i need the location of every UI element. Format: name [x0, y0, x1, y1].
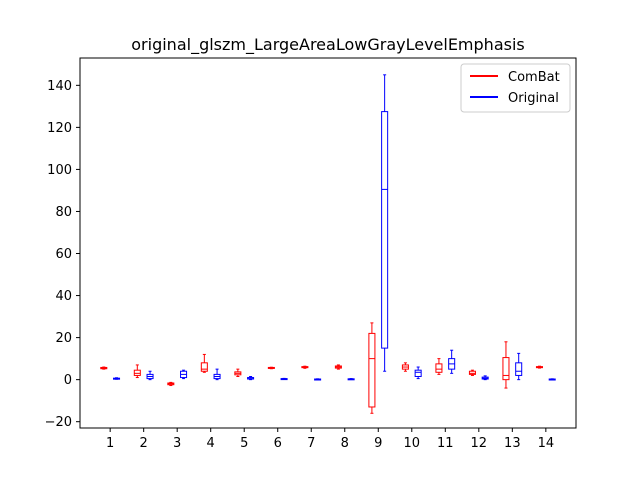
box-combat: [200, 353, 208, 373]
box-iqr: [368, 332, 376, 408]
box-combat: [267, 366, 275, 370]
box-original: [213, 368, 221, 381]
box-original: [247, 375, 255, 381]
box-combat: [401, 362, 409, 372]
box-combat: [468, 369, 476, 376]
box-original: [113, 377, 121, 380]
box-original: [146, 370, 154, 381]
x-axis: 1 2 3 4 5 6 7 8 9 10 11 12 13 14: [106, 428, 554, 451]
x-tick-label: 6: [274, 436, 282, 451]
box-original: [414, 366, 422, 380]
box-iqr: [435, 363, 443, 373]
x-tick-label: 8: [341, 436, 349, 451]
x-tick-label: 7: [307, 436, 315, 451]
box-iqr: [414, 369, 422, 377]
box-combat: [334, 364, 342, 370]
box-combat: [535, 365, 543, 369]
box-combat: [167, 381, 175, 387]
y-tick-label: 140: [47, 79, 72, 94]
y-tick-label: 100: [47, 163, 72, 178]
y-tick-label: 80: [55, 205, 72, 220]
y-tick-label: −20: [45, 415, 72, 430]
x-tick-label: 5: [240, 436, 248, 451]
box-combat: [234, 368, 242, 377]
chart-title: original_glszm_LargeAreaLowGrayLevelEmph…: [131, 35, 524, 55]
box-combat: [100, 366, 108, 370]
plot-area: [100, 74, 556, 414]
axes-frame: [79, 57, 577, 429]
box-original: [515, 352, 523, 381]
x-tick-label: 4: [207, 436, 215, 451]
box-original: [180, 369, 188, 380]
box-original: [280, 377, 288, 381]
box-iqr: [200, 362, 208, 372]
y-tick-label: 120: [47, 121, 72, 136]
box-combat: [435, 358, 443, 375]
box-combat: [301, 365, 309, 369]
x-tick-label: 11: [437, 436, 454, 451]
box-iqr: [515, 362, 523, 376]
x-tick-label: 3: [173, 436, 181, 451]
x-tick-label: 2: [140, 436, 148, 451]
box-combat: [368, 322, 376, 414]
y-tick-label: 60: [55, 247, 72, 262]
box-iqr: [468, 370, 476, 375]
x-tick-label: 12: [471, 436, 488, 451]
y-tick-label: 40: [55, 289, 72, 304]
box-iqr: [502, 357, 510, 381]
box-original: [481, 375, 489, 381]
x-tick-label: 13: [504, 436, 521, 451]
legend-label-combat: ComBat: [508, 70, 560, 85]
box-combat: [133, 364, 141, 379]
box-original: [448, 349, 456, 374]
box-iqr: [133, 369, 141, 376]
x-tick-label: 10: [404, 436, 421, 451]
legend-label-original: Original: [508, 91, 559, 106]
box-original: [381, 74, 389, 372]
box-original: [548, 378, 556, 381]
box-combat: [502, 341, 510, 389]
y-axis: −20 0 20 40 60 80 100 120 140: [45, 79, 80, 430]
x-tick-label: 14: [538, 436, 555, 451]
y-tick-label: 20: [55, 331, 72, 346]
box-original: [347, 378, 355, 381]
y-tick-label: 0: [64, 373, 72, 388]
x-tick-label: 9: [374, 436, 382, 451]
box-iqr: [381, 111, 389, 349]
legend: ComBat Original: [460, 63, 571, 113]
x-tick-label: 1: [106, 436, 114, 451]
box-original: [314, 378, 322, 381]
